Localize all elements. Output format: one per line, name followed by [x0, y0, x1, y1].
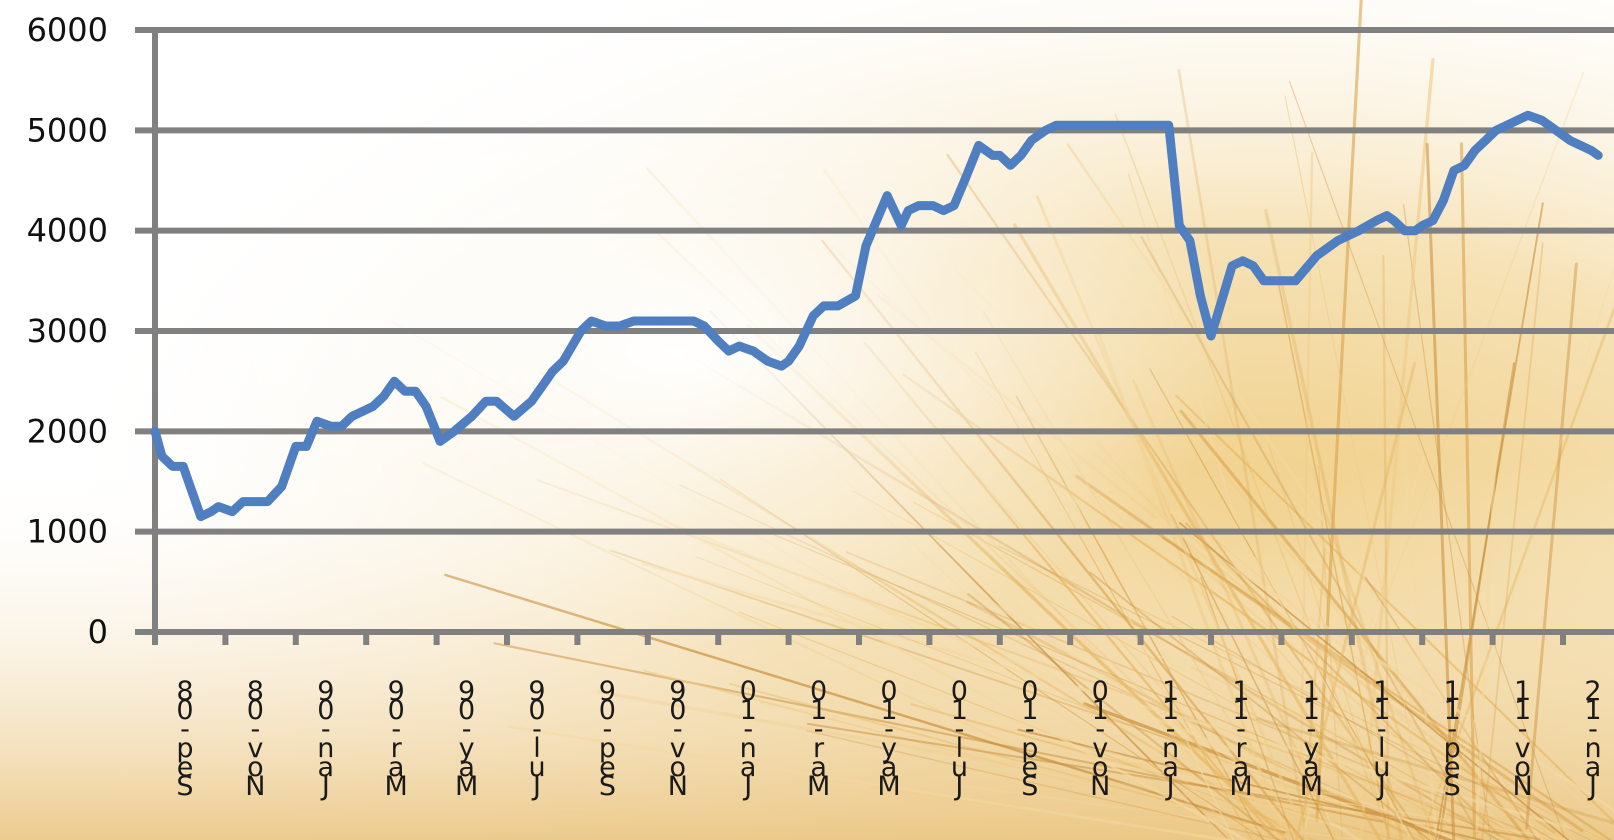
x-tick-label: 0 1 -y a M — [877, 676, 900, 802]
x-tick-label: 0 1 -p e S — [1021, 676, 1038, 802]
x-tick-label: 0 1 -l u J — [951, 676, 968, 802]
x-axis: 8 0 -p e S 8 0 -v o N 9 0 -n a J 9 0 -r a M 9 0 -y a M 9 0 -l u J 9 0 -p… — [152, 632, 1602, 802]
x-tick-label: 1 1 -l u J — [1373, 676, 1390, 802]
x-tick-label: 2 1 -n a J — [1584, 676, 1601, 802]
y-tick-label: 2000 — [27, 412, 108, 450]
x-tick-label: 8 0 -v o N — [245, 676, 265, 802]
x-tick-label: 1 1 -n a J — [1162, 676, 1179, 802]
x-tick-label: 9 0 -y a M — [455, 676, 478, 802]
x-tick-label: 1 1 -v o N — [1512, 676, 1532, 802]
y-tick-label: 1000 — [27, 513, 108, 551]
x-tick-label: 1 1 -y a M — [1300, 676, 1323, 802]
x-tick-label: 0 1 -v o N — [1090, 676, 1110, 802]
x-tick-label: 9 0 -r a M — [385, 676, 408, 802]
x-tick-label: 9 0 -l u J — [528, 676, 545, 802]
x-tick-label: 9 0 -n a J — [317, 676, 334, 802]
x-tick-label: 1 1 -r a M — [1229, 676, 1252, 802]
y-axis: 0 1000 2000 3000 4000 5000 6000 — [27, 11, 158, 651]
y-tick-label: 5000 — [27, 111, 108, 149]
series-line — [150, 110, 1603, 522]
x-tick-label: 9 0 -v o N — [668, 676, 688, 802]
x-tick-label: 0 1 -r a M — [807, 676, 830, 802]
y-tick-label: 6000 — [27, 11, 108, 49]
x-tick-label: 9 0 -p e S — [599, 676, 616, 802]
price-line — [150, 110, 1603, 522]
y-tick-label: 0 — [88, 613, 108, 651]
x-tick-label: 8 0 -p e S — [176, 676, 193, 802]
gridlines — [135, 27, 1614, 635]
y-tick-label: 4000 — [27, 212, 108, 250]
x-tick-label: 1 1 -p e S — [1444, 676, 1461, 802]
y-tick-label: 3000 — [27, 312, 108, 350]
x-tick-label: 0 1 -n a J — [740, 676, 757, 802]
